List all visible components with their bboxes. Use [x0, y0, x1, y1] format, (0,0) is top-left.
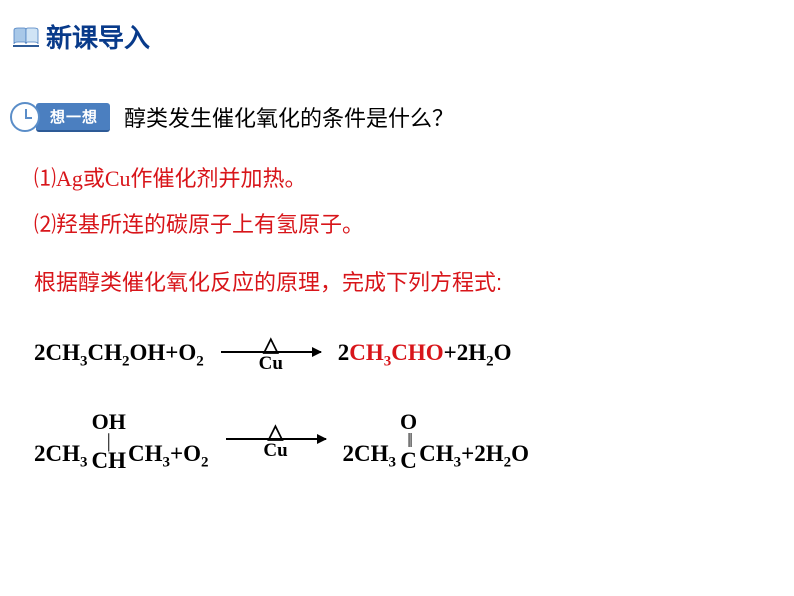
eq2-reactant-right: CH3+O2	[128, 441, 209, 472]
think-prompt-row: 想一想 醇类发生催化氧化的条件是什么？	[10, 101, 794, 133]
answer-line-1: ⑴Ag或Cu作催化剂并加热。	[34, 161, 794, 193]
arrow-line	[226, 438, 326, 440]
eq2-oh-group: OH | CH	[92, 411, 127, 472]
eq2-product-left: 2CH3	[343, 441, 397, 472]
eq1-product: 2CH3CHO+2H2O	[338, 340, 512, 371]
question-text: 醇类发生催化氧化的条件是什么？	[124, 101, 454, 133]
page-title: 新课导入	[46, 18, 150, 55]
reaction-arrow: △ Cu	[221, 422, 331, 462]
arrow-line	[221, 351, 321, 353]
eq2-c-center: C	[400, 449, 417, 472]
think-badge-label: 想一想	[36, 103, 110, 132]
header: 新课导入	[0, 0, 794, 55]
reaction-arrow: △ Cu	[216, 335, 326, 375]
eq1-coeff: 2	[338, 340, 350, 365]
answer-line-2: ⑵羟基所连的碳原子上有氢原子。	[34, 207, 794, 239]
clock-icon	[10, 102, 40, 132]
eq2-ch-center: CH	[92, 449, 127, 472]
eq2-reactant: 2CH3 OH | CH CH3+O2	[34, 411, 209, 472]
eq2-reactant-left: 2CH3	[34, 441, 88, 472]
equation-1: 2CH3CH2OH+O2 △ Cu 2CH3CHO+2H2O	[34, 335, 794, 375]
eq2-o-group: O ‖ C	[400, 411, 417, 472]
think-badge: 想一想	[10, 102, 110, 132]
eq2-product: 2CH3 O ‖ C CH3+2H2O	[343, 411, 530, 472]
catalyst-label: Cu	[259, 353, 283, 375]
catalyst-label: Cu	[263, 440, 287, 462]
single-bond-icon: |	[107, 433, 111, 449]
eq1-product-highlight: CH3CHO	[349, 340, 443, 365]
eq2-product-right: CH3+2H2O	[419, 441, 529, 472]
equation-2: 2CH3 OH | CH CH3+O2 △ Cu 2CH3 O ‖ C CH3+…	[34, 411, 794, 472]
instruction-text: 根据醇类催化氧化反应的原理，完成下列方程式:	[34, 265, 794, 297]
book-icon	[12, 26, 40, 48]
double-bond-icon: ‖	[407, 433, 410, 449]
eq1-reactant: 2CH3CH2OH+O2	[34, 340, 204, 371]
